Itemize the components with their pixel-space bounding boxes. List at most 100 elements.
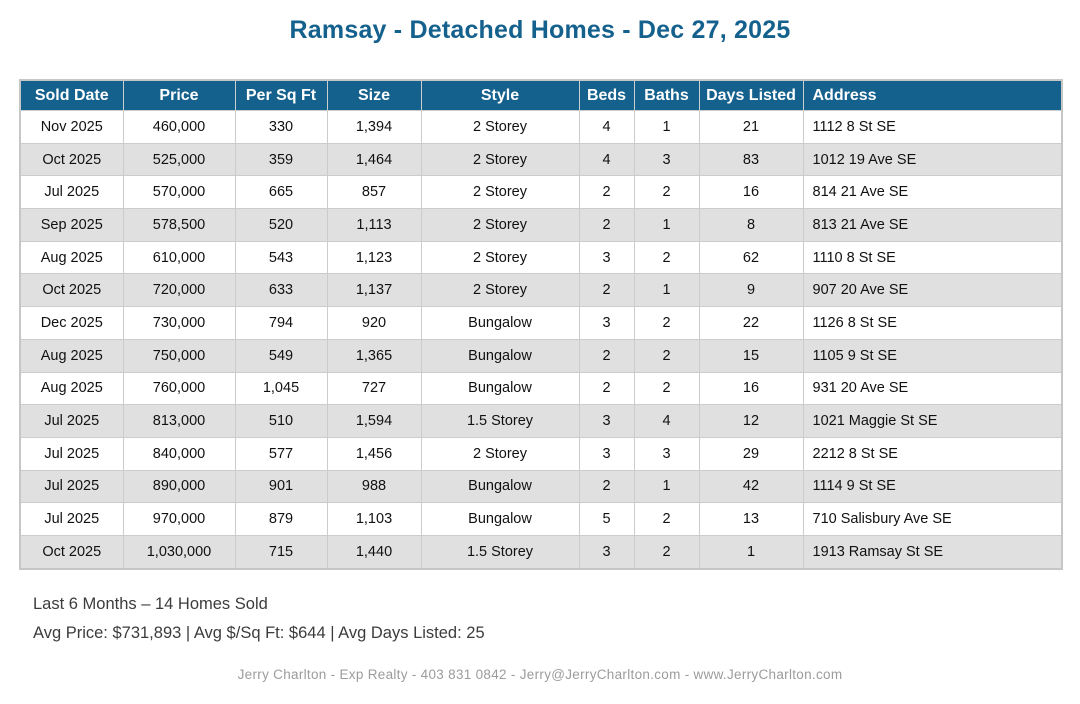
- cell-days-listed: 12: [698, 404, 804, 438]
- cell-price: 610,000: [122, 240, 236, 275]
- cell-size: 1,113: [326, 208, 422, 242]
- cell-per-sq-ft: 330: [234, 110, 328, 144]
- cell-style: Bungalow: [420, 502, 580, 536]
- cell-address: 907 20 Ave SE: [802, 273, 1063, 308]
- cell-baths: 2: [633, 175, 700, 210]
- cell-price: 813,000: [122, 404, 236, 438]
- table-row: Jul 2025 813,000 510 1,594 1.5 Storey 3 4 12 102…: [19, 404, 1063, 438]
- cell-beds: 3: [578, 534, 635, 570]
- cell-style: 2 Storey: [420, 240, 580, 275]
- cell-style: 2 Storey: [420, 142, 580, 177]
- cell-days-listed: 29: [698, 436, 804, 471]
- cell-address: 2212 8 St SE: [802, 436, 1063, 471]
- table-row: Oct 2025 720,000 633 1,137 2 Storey 2 1 9 907 20…: [19, 273, 1063, 308]
- cell-per-sq-ft: 510: [234, 404, 328, 438]
- cell-address: 1114 9 St SE: [802, 469, 1063, 504]
- cell-days-listed: 8: [698, 208, 804, 242]
- cell-baths: 1: [633, 110, 700, 144]
- cell-size: 1,137: [326, 273, 422, 308]
- cell-baths: 2: [633, 338, 700, 373]
- cell-style: 2 Storey: [420, 436, 580, 471]
- cell-size: 988: [326, 469, 422, 504]
- cell-days-listed: 22: [698, 306, 804, 340]
- cell-style: Bungalow: [420, 306, 580, 340]
- cell-style: 2 Storey: [420, 208, 580, 242]
- cell-days-listed: 83: [698, 142, 804, 177]
- cell-sold-date: Jul 2025: [19, 469, 124, 504]
- cell-per-sq-ft: 549: [234, 338, 328, 373]
- footer-contact-line: Jerry Charlton - Exp Realty - 403 831 08…: [237, 666, 843, 682]
- table-row: Oct 2025 525,000 359 1,464 2 Storey 4 3 83 1012 …: [19, 142, 1063, 177]
- cell-beds: 4: [578, 142, 635, 177]
- cell-sold-date: Nov 2025: [19, 110, 124, 144]
- cell-per-sq-ft: 543: [234, 240, 328, 275]
- cell-sold-date: Aug 2025: [19, 240, 124, 275]
- cell-size: 857: [326, 175, 422, 210]
- cell-price: 578,500: [122, 208, 236, 242]
- cell-size: 1,394: [326, 110, 422, 144]
- cell-baths: 4: [633, 404, 700, 438]
- cell-per-sq-ft: 633: [234, 273, 328, 308]
- column-header-baths: Baths: [633, 79, 700, 111]
- column-header-days-listed: Days Listed: [698, 79, 804, 111]
- cell-days-listed: 21: [698, 110, 804, 144]
- cell-baths: 1: [633, 469, 700, 504]
- cell-style: Bungalow: [420, 469, 580, 504]
- cell-address: 814 21 Ave SE: [802, 175, 1063, 210]
- cell-per-sq-ft: 577: [234, 436, 328, 471]
- cell-address: 1012 19 Ave SE: [802, 142, 1063, 177]
- cell-size: 727: [326, 371, 422, 406]
- cell-beds: 3: [578, 436, 635, 471]
- table-row: Dec 2025 730,000 794 920 Bungalow 3 2 22 1126 8 …: [19, 306, 1063, 340]
- cell-baths: 2: [633, 240, 700, 275]
- cell-days-listed: 15: [698, 338, 804, 373]
- cell-price: 760,000: [122, 371, 236, 406]
- cell-address: 1105 9 St SE: [802, 338, 1063, 373]
- column-header-address: Address: [802, 79, 1063, 111]
- cell-baths: 2: [633, 502, 700, 536]
- cell-size: 1,440: [326, 534, 422, 570]
- cell-days-listed: 62: [698, 240, 804, 275]
- cell-sold-date: Oct 2025: [19, 142, 124, 177]
- cell-style: Bungalow: [420, 371, 580, 406]
- cell-price: 750,000: [122, 338, 236, 373]
- cell-baths: 3: [633, 436, 700, 471]
- cell-per-sq-ft: 901: [234, 469, 328, 504]
- table-row: Jul 2025 970,000 879 1,103 Bungalow 5 2 13 710 S…: [19, 502, 1063, 536]
- table-body: Nov 2025 460,000 330 1,394 2 Storey 4 1 21 1112 …: [19, 110, 1063, 570]
- cell-size: 1,456: [326, 436, 422, 471]
- summary-averages: Avg Price: $731,893 | Avg $/Sq Ft: $644 …: [33, 623, 485, 642]
- cell-per-sq-ft: 794: [234, 306, 328, 340]
- table-row: Jul 2025 890,000 901 988 Bungalow 2 1 42 1114 9 …: [19, 469, 1063, 504]
- table-row: Oct 2025 1,030,000 715 1,440 1.5 Storey 3 2 1 19…: [19, 534, 1063, 570]
- cell-style: 2 Storey: [420, 273, 580, 308]
- column-header-sold-date: Sold Date: [19, 79, 124, 111]
- cell-style: 2 Storey: [420, 110, 580, 144]
- cell-price: 730,000: [122, 306, 236, 340]
- cell-days-listed: 42: [698, 469, 804, 504]
- cell-sold-date: Oct 2025: [19, 534, 124, 570]
- cell-beds: 3: [578, 306, 635, 340]
- cell-address: 813 21 Ave SE: [802, 208, 1063, 242]
- cell-baths: 1: [633, 208, 700, 242]
- cell-sold-date: Aug 2025: [19, 338, 124, 373]
- cell-days-listed: 13: [698, 502, 804, 536]
- cell-address: 1021 Maggie St SE: [802, 404, 1063, 438]
- cell-size: 920: [326, 306, 422, 340]
- cell-baths: 2: [633, 306, 700, 340]
- table-row: Nov 2025 460,000 330 1,394 2 Storey 4 1 21 1112 …: [19, 110, 1063, 144]
- table-row: Aug 2025 760,000 1,045 727 Bungalow 2 2 16 931 2…: [19, 371, 1063, 406]
- cell-address: 1913 Ramsay St SE: [802, 534, 1063, 570]
- cell-price: 570,000: [122, 175, 236, 210]
- cell-beds: 2: [578, 338, 635, 373]
- homes-table: Sold Date Price Per Sq Ft Size Style Beds Bath…: [19, 79, 1063, 570]
- cell-beds: 2: [578, 371, 635, 406]
- cell-beds: 3: [578, 240, 635, 275]
- cell-size: 1,464: [326, 142, 422, 177]
- cell-beds: 2: [578, 469, 635, 504]
- cell-per-sq-ft: 520: [234, 208, 328, 242]
- summary-homes-sold: Last 6 Months – 14 Homes Sold: [33, 594, 268, 613]
- cell-style: Bungalow: [420, 338, 580, 373]
- cell-style: 2 Storey: [420, 175, 580, 210]
- table-row: Sep 2025 578,500 520 1,113 2 Storey 2 1 8 813 21…: [19, 208, 1063, 242]
